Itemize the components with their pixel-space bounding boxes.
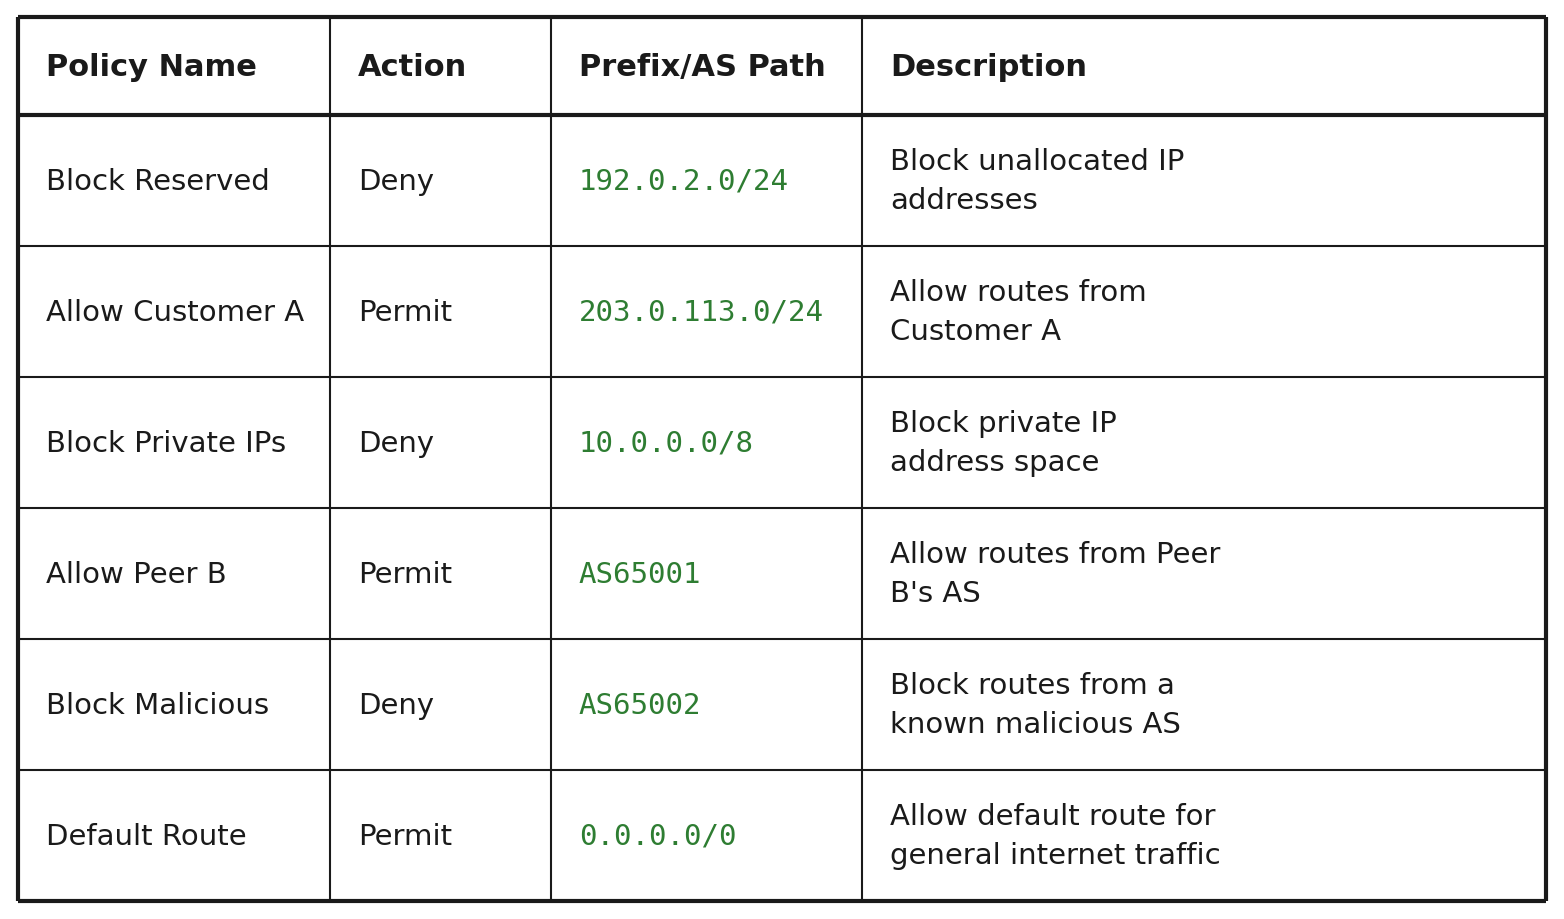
Bar xyxy=(551,117,862,247)
Bar xyxy=(862,247,1545,378)
Text: Block routes from a
known malicious AS: Block routes from a known malicious AS xyxy=(890,672,1181,738)
Bar xyxy=(19,770,330,901)
Text: 0.0.0.0/0: 0.0.0.0/0 xyxy=(579,822,737,849)
Text: AS65002: AS65002 xyxy=(579,691,701,719)
Bar xyxy=(19,640,330,770)
Bar xyxy=(330,18,551,117)
Text: Permit: Permit xyxy=(358,822,452,849)
Bar xyxy=(330,770,551,901)
Bar xyxy=(862,770,1545,901)
Text: Prefix/AS Path: Prefix/AS Path xyxy=(579,52,826,82)
Text: Block Malicious: Block Malicious xyxy=(45,691,269,719)
Text: Allow default route for
general internet traffic: Allow default route for general internet… xyxy=(890,802,1221,869)
Text: 192.0.2.0/24: 192.0.2.0/24 xyxy=(579,168,788,196)
Text: Policy Name: Policy Name xyxy=(45,52,256,82)
Bar xyxy=(551,509,862,640)
Bar xyxy=(19,117,330,247)
Bar xyxy=(330,247,551,378)
Bar xyxy=(862,509,1545,640)
Bar xyxy=(19,247,330,378)
Bar xyxy=(19,509,330,640)
Bar xyxy=(330,378,551,509)
Bar xyxy=(551,247,862,378)
Bar xyxy=(19,18,330,117)
Text: Description: Description xyxy=(890,52,1087,82)
Text: Deny: Deny xyxy=(358,429,433,458)
Text: Action: Action xyxy=(358,52,468,82)
Bar xyxy=(551,378,862,509)
Text: Block Reserved: Block Reserved xyxy=(45,168,269,196)
Text: Allow routes from
Customer A: Allow routes from Customer A xyxy=(890,279,1146,346)
Bar xyxy=(862,18,1545,117)
Bar xyxy=(551,770,862,901)
Bar xyxy=(862,378,1545,509)
Text: Deny: Deny xyxy=(358,691,433,719)
Text: Allow Customer A: Allow Customer A xyxy=(45,299,303,326)
Text: Allow Peer B: Allow Peer B xyxy=(45,560,227,588)
Text: Deny: Deny xyxy=(358,168,433,196)
Bar xyxy=(330,509,551,640)
Text: 10.0.0.0/8: 10.0.0.0/8 xyxy=(579,429,754,458)
Bar xyxy=(551,640,862,770)
Bar xyxy=(330,640,551,770)
Bar xyxy=(862,117,1545,247)
Text: Block Private IPs: Block Private IPs xyxy=(45,429,286,458)
Text: AS65001: AS65001 xyxy=(579,560,701,588)
Bar xyxy=(330,117,551,247)
Text: Allow routes from Peer
B's AS: Allow routes from Peer B's AS xyxy=(890,540,1221,607)
Text: Default Route: Default Route xyxy=(45,822,247,849)
Text: Block unallocated IP
addresses: Block unallocated IP addresses xyxy=(890,148,1186,215)
Text: Permit: Permit xyxy=(358,560,452,588)
Text: Permit: Permit xyxy=(358,299,452,326)
Bar xyxy=(19,378,330,509)
Bar xyxy=(551,18,862,117)
Text: Block private IP
address space: Block private IP address space xyxy=(890,410,1117,477)
Bar xyxy=(862,640,1545,770)
Text: 203.0.113.0/24: 203.0.113.0/24 xyxy=(579,299,824,326)
